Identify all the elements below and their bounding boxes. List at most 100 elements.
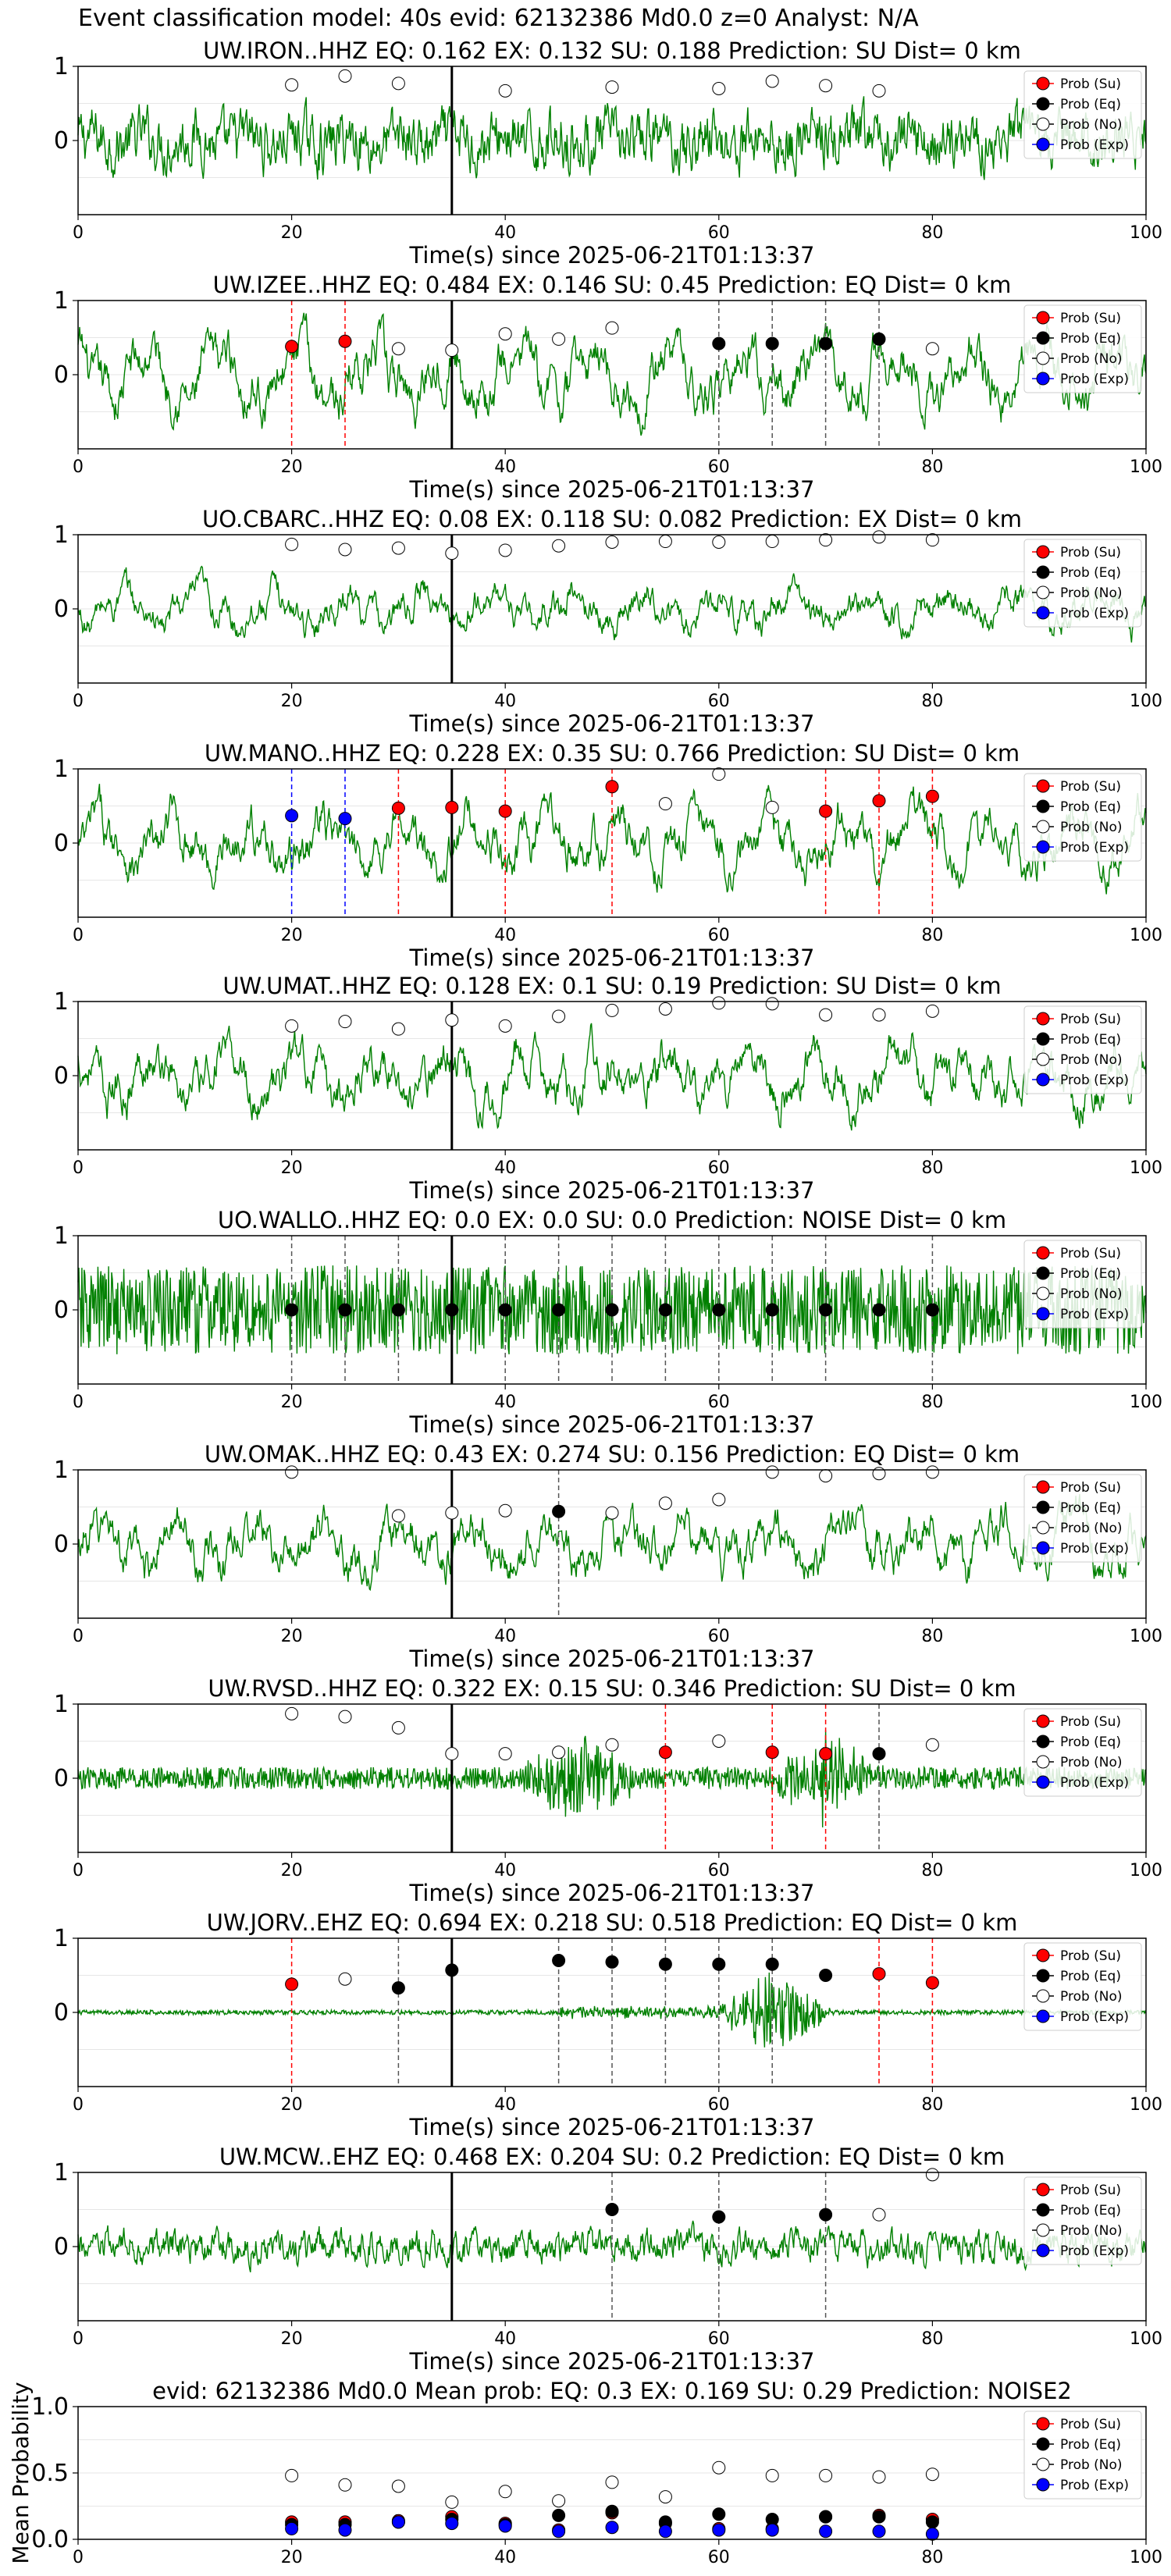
x-tick-label: 60 xyxy=(708,2095,730,2115)
legend-marker xyxy=(1036,606,1050,620)
x-tick-label: 80 xyxy=(921,1861,943,1880)
panel-title: UW.MANO..HHZ EQ: 0.228 EX: 0.35 SU: 0.76… xyxy=(205,740,1020,767)
prob-point xyxy=(765,1957,779,1971)
mean-prob-point xyxy=(765,2468,779,2482)
x-tick-label: 100 xyxy=(1130,1627,1162,1646)
y-tick-label: 1 xyxy=(54,1691,69,1718)
panel-title: UW.MCW..EHZ EQ: 0.468 EX: 0.204 SU: 0.2 … xyxy=(219,2144,1005,2170)
legend-label: Prob (No) xyxy=(1060,351,1123,367)
waveform-trace xyxy=(77,96,1147,180)
prob-point xyxy=(391,1509,405,1523)
prob-point xyxy=(872,2208,886,2222)
prob-point xyxy=(765,800,779,814)
legend-label: Prob (No) xyxy=(1060,1989,1123,2005)
legend-marker xyxy=(1036,545,1050,559)
legend: Prob (Su) Prob (Eq) Prob (No) Prob (Exp) xyxy=(1023,70,1142,159)
legend-marker xyxy=(1036,820,1050,834)
legend-marker xyxy=(1036,1755,1050,1769)
prob-point xyxy=(605,80,619,94)
legend-label: Prob (No) xyxy=(1060,820,1123,835)
mean-prob-point xyxy=(285,2468,299,2482)
legend-marker xyxy=(1036,1969,1050,1983)
prob-point xyxy=(552,1504,566,1518)
prob-point xyxy=(445,343,459,358)
legend-label: Prob (No) xyxy=(1060,1755,1123,1770)
y-tick-label: 0 xyxy=(54,2233,69,2261)
x-tick-label: 80 xyxy=(921,692,943,711)
x-tick-label: 0 xyxy=(73,2548,84,2567)
legend-label: Prob (Eq) xyxy=(1060,1969,1121,1984)
mean-prob-point xyxy=(819,2510,833,2524)
x-tick-label: 60 xyxy=(708,1158,730,1178)
prob-point xyxy=(338,1710,352,1724)
prob-point xyxy=(819,1969,833,1982)
x-axis-label: Time(s) since 2025-06-21T01:13:37 xyxy=(409,945,815,971)
prob-point xyxy=(285,537,299,551)
mean-prob-point xyxy=(552,2494,566,2508)
prob-point xyxy=(285,1019,299,1033)
prob-point xyxy=(872,1467,886,1481)
prob-point xyxy=(338,543,352,557)
prob-point xyxy=(498,804,512,818)
legend-frame xyxy=(1023,304,1142,393)
prob-point xyxy=(605,535,619,549)
x-tick-label: 20 xyxy=(281,1861,303,1880)
legend-marker xyxy=(1036,137,1050,151)
x-tick-label: 0 xyxy=(73,1393,84,1412)
legend-marker xyxy=(1036,1480,1050,1494)
mean-prob-point xyxy=(765,2523,779,2537)
legend-label: Prob (Su) xyxy=(1060,1948,1121,1964)
legend-label: Prob (No) xyxy=(1060,2223,1123,2239)
prob-point xyxy=(658,1957,672,1971)
legend-frame xyxy=(1023,2176,1142,2265)
prob-point xyxy=(498,1747,512,1761)
x-tick-label: 0 xyxy=(73,223,84,243)
legend-label: Prob (No) xyxy=(1060,117,1123,133)
legend: Prob (Su) Prob (Eq) Prob (No) Prob (Exp) xyxy=(1023,304,1142,393)
prob-point xyxy=(605,1003,619,1017)
x-tick-label: 0 xyxy=(73,2329,84,2349)
prob-point xyxy=(872,530,886,544)
mean-prob-point xyxy=(445,2495,459,2509)
legend-label: Prob (Su) xyxy=(1060,545,1121,560)
prob-point xyxy=(712,1493,726,1507)
legend-marker xyxy=(1036,1052,1050,1066)
y-tick-label: 0 xyxy=(54,127,69,155)
legend: Prob (Su) Prob (Eq) Prob (No) Prob (Exp) xyxy=(1023,1942,1142,2031)
mean-prob-point xyxy=(445,2517,459,2531)
prob-point xyxy=(765,1745,779,1759)
mean-prob-point xyxy=(498,2519,512,2533)
legend-marker xyxy=(1036,97,1050,111)
legend-marker xyxy=(1036,1948,1050,1962)
legend-marker xyxy=(1036,1073,1050,1087)
x-axis-label: Time(s) since 2025-06-21T01:13:37 xyxy=(409,2348,815,2375)
prob-point xyxy=(658,1303,672,1317)
legend-marker xyxy=(1036,1246,1050,1260)
mean-prob-point xyxy=(391,2479,405,2493)
prob-point xyxy=(925,1465,939,1479)
mean-prob-point xyxy=(605,2504,619,2518)
legend-marker xyxy=(1036,2223,1050,2237)
station-panel: UW.JORV..EHZ EQ: 0.694 EX: 0.218 SU: 0.5… xyxy=(54,1909,1162,2140)
legend-marker xyxy=(1036,2437,1050,2451)
mean-prob-point xyxy=(285,2521,299,2535)
y-tick-label: 1 xyxy=(54,1457,69,1484)
y-tick-label: 0 xyxy=(54,830,69,857)
legend-label: Prob (Su) xyxy=(1060,2183,1121,2198)
x-tick-label: 40 xyxy=(494,2329,516,2349)
legend-frame xyxy=(1023,70,1142,159)
prob-point xyxy=(658,1496,672,1510)
prob-point xyxy=(712,336,726,350)
prob-point xyxy=(498,1503,512,1517)
legend-label: Prob (Eq) xyxy=(1060,97,1121,112)
prob-point xyxy=(925,789,939,803)
prob-point xyxy=(498,1303,512,1317)
x-tick-label: 40 xyxy=(494,692,516,711)
x-tick-label: 60 xyxy=(708,692,730,711)
mean-prob-point xyxy=(712,2507,726,2521)
mean-prob-point xyxy=(712,2523,726,2537)
mean-prob-point xyxy=(498,2485,512,2499)
prob-point xyxy=(925,342,939,356)
prob-point xyxy=(498,543,512,557)
prob-point xyxy=(552,1303,566,1317)
